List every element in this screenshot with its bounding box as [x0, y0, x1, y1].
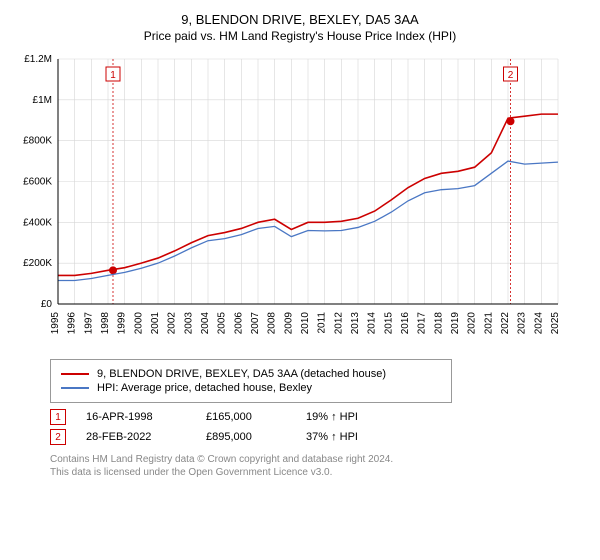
legend-label-1: 9, BLENDON DRIVE, BEXLEY, DA5 3AA (detac… [97, 368, 386, 380]
legend-label-2: HPI: Average price, detached house, Bexl… [97, 382, 312, 394]
svg-text:2020: 2020 [467, 312, 478, 335]
svg-text:2: 2 [508, 70, 514, 81]
footnote: Contains HM Land Registry data © Crown c… [50, 453, 590, 479]
sale-price: £165,000 [206, 411, 306, 423]
sale-price: £895,000 [206, 431, 306, 443]
svg-text:1999: 1999 [117, 312, 128, 335]
svg-text:1998: 1998 [100, 312, 111, 335]
svg-text:£0: £0 [41, 299, 53, 310]
chart-subtitle: Price paid vs. HM Land Registry's House … [10, 29, 590, 43]
line-chart: £0 £200K £400K £600K £800K £1M £1.2M 1995 1996 19… [10, 51, 570, 351]
svg-text:£200K: £200K [23, 258, 52, 269]
svg-text:2012: 2012 [333, 312, 344, 335]
svg-text:2010: 2010 [300, 312, 311, 335]
svg-text:2004: 2004 [200, 312, 211, 335]
svg-text:2019: 2019 [450, 312, 461, 335]
sale-row: 2 28-FEB-2022£895,00037% ↑ HPI [50, 429, 590, 445]
svg-text:2007: 2007 [250, 312, 261, 335]
sale-marker: 2 [50, 429, 66, 445]
sale-date: 16-APR-1998 [86, 411, 206, 423]
svg-text:2001: 2001 [150, 312, 161, 335]
svg-text:2008: 2008 [267, 312, 278, 335]
legend: 9, BLENDON DRIVE, BEXLEY, DA5 3AA (detac… [50, 359, 452, 403]
svg-text:£600K: £600K [23, 177, 52, 188]
svg-text:2024: 2024 [533, 312, 544, 335]
svg-text:2013: 2013 [350, 312, 361, 335]
svg-text:2021: 2021 [483, 312, 494, 335]
svg-text:2017: 2017 [417, 312, 428, 335]
svg-text:2000: 2000 [133, 312, 144, 335]
svg-text:2025: 2025 [550, 312, 561, 335]
svg-text:2015: 2015 [383, 312, 394, 335]
legend-swatch-2 [61, 387, 89, 389]
svg-text:2018: 2018 [433, 312, 444, 335]
svg-text:£400K: £400K [23, 217, 52, 228]
svg-text:£1.2M: £1.2M [24, 54, 52, 65]
sale-hpi: 19% ↑ HPI [306, 411, 406, 423]
legend-swatch-1 [61, 373, 89, 375]
svg-text:2016: 2016 [400, 312, 411, 335]
sale-hpi: 37% ↑ HPI [306, 431, 406, 443]
sale-marker: 1 [50, 409, 66, 425]
svg-text:2005: 2005 [217, 312, 228, 335]
svg-text:2006: 2006 [233, 312, 244, 335]
svg-text:2022: 2022 [500, 312, 511, 335]
svg-text:2014: 2014 [367, 312, 378, 335]
footnote-line: Contains HM Land Registry data © Crown c… [50, 453, 590, 466]
svg-text:1: 1 [110, 70, 116, 81]
svg-text:2023: 2023 [517, 312, 528, 335]
svg-text:£1M: £1M [33, 95, 52, 106]
svg-text:1997: 1997 [83, 312, 94, 335]
sale-row: 1 16-APR-1998£165,00019% ↑ HPI [50, 409, 590, 425]
chart-title: 9, BLENDON DRIVE, BEXLEY, DA5 3AA [10, 12, 590, 27]
svg-text:2009: 2009 [283, 312, 294, 335]
footnote-line: This data is licensed under the Open Gov… [50, 466, 590, 479]
svg-text:1996: 1996 [67, 312, 78, 335]
svg-text:2002: 2002 [167, 312, 178, 335]
svg-text:£800K: £800K [23, 136, 52, 147]
svg-text:1995: 1995 [50, 312, 61, 335]
chart-container: £0 £200K £400K £600K £800K £1M £1.2M 1995 1996 19… [10, 51, 590, 351]
svg-text:2011: 2011 [317, 312, 328, 334]
legend-row: HPI: Average price, detached house, Bexl… [61, 382, 441, 394]
svg-text:2003: 2003 [183, 312, 194, 335]
legend-row: 9, BLENDON DRIVE, BEXLEY, DA5 3AA (detac… [61, 368, 441, 380]
sale-date: 28-FEB-2022 [86, 431, 206, 443]
